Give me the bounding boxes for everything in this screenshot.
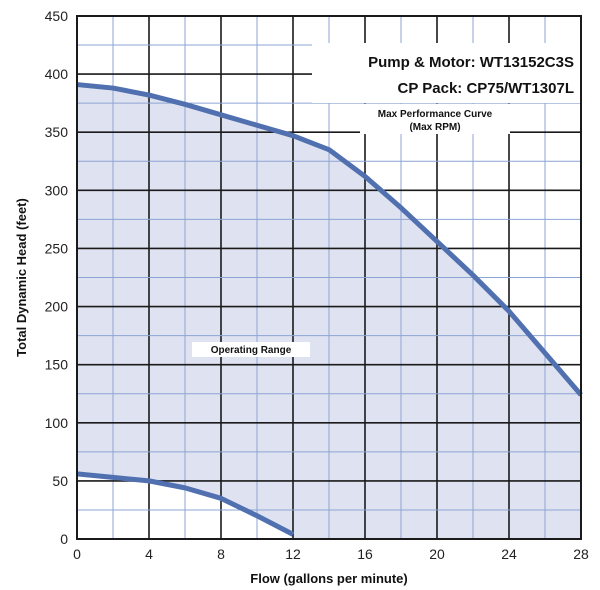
y-tick-label: 350 <box>45 124 69 140</box>
plot-frame <box>76 15 582 540</box>
y-tick-label: 450 <box>45 8 69 24</box>
max-performance-curve-label: Max Performance Curve <box>378 109 493 120</box>
max-rpm-label: (Max RPM) <box>409 122 460 133</box>
cp-pack-label: CP Pack: CP75/WT1307L <box>398 80 574 97</box>
curves <box>76 82 583 537</box>
y-tick-label: 400 <box>45 66 69 82</box>
x-tick-label: 0 <box>73 546 81 562</box>
y-tick-label: 100 <box>45 415 69 431</box>
y-tick-label: 250 <box>45 240 69 256</box>
x-tick-label: 28 <box>573 546 589 562</box>
operating-range-label: Operating Range <box>211 345 292 356</box>
max-performance-curve <box>76 82 583 397</box>
pump-info-box <box>312 43 580 103</box>
grid <box>77 16 581 539</box>
pump-motor-label: Pump & Motor: WT13152C3S <box>368 54 574 71</box>
curve-label-box <box>360 104 510 134</box>
x-tick-label: 20 <box>429 546 445 562</box>
x-tick-label: 24 <box>501 546 517 562</box>
x-tick-label: 12 <box>285 546 301 562</box>
y-tick-label: 300 <box>45 182 69 198</box>
y-tick-label: 150 <box>45 357 69 373</box>
x-tick-label: 16 <box>357 546 373 562</box>
x-tick-label: 4 <box>145 546 153 562</box>
y-tick-label: 50 <box>52 473 68 489</box>
y-tick-label: 200 <box>45 299 69 315</box>
x-axis-title: Flow (gallons per minute) <box>250 571 407 586</box>
operating-range-label-box <box>192 342 310 357</box>
min-performance-curve <box>76 471 295 537</box>
tick-labels: 0 4 8 12 16 20 24 28 0 50 100 150 200 250 300 350 400 450 <box>45 8 589 562</box>
y-tick-label: 0 <box>60 531 68 547</box>
x-tick-label: 8 <box>217 546 225 562</box>
y-axis-title: Total Dynamic Head (feet) <box>14 198 29 357</box>
